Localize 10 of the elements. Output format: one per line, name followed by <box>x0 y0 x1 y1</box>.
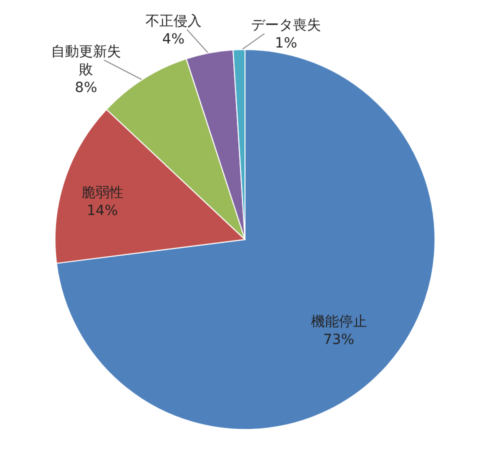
data-label: 8% <box>74 80 98 96</box>
slice-label: データ喪失 <box>251 18 322 34</box>
data-label: 4% <box>162 31 185 48</box>
data-label: 14% <box>86 203 118 220</box>
data-label: 1% <box>274 36 298 52</box>
slice-label: 不正侵入 <box>145 13 202 30</box>
slice-label: 機能停止 <box>310 314 367 330</box>
slice-label: 脆弱性 <box>81 185 124 202</box>
data-label: 73% <box>323 332 354 348</box>
slice-label: 自動更新失敗 <box>51 44 122 78</box>
